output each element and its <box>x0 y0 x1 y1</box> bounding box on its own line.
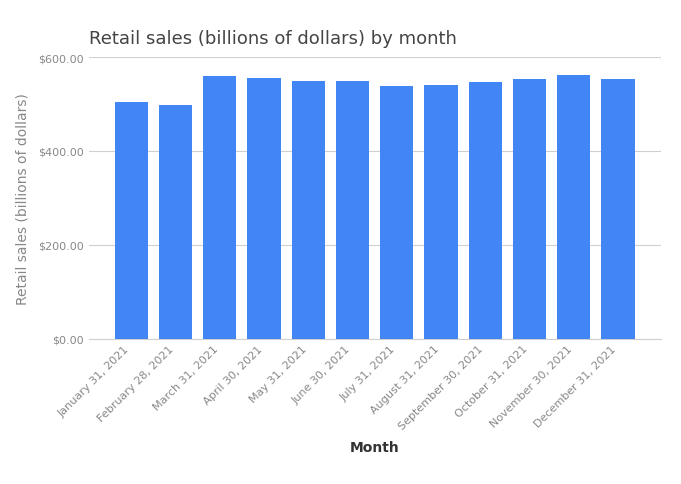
Bar <box>291 81 325 339</box>
Bar <box>469 83 502 339</box>
Bar <box>114 103 148 339</box>
Bar <box>424 86 458 339</box>
Bar <box>247 79 281 339</box>
Bar <box>336 82 369 339</box>
Bar <box>601 80 635 339</box>
Bar <box>513 80 546 339</box>
Bar <box>557 76 590 339</box>
X-axis label: Month: Month <box>349 440 400 454</box>
Bar <box>380 87 413 339</box>
Bar <box>203 77 236 339</box>
Bar <box>159 106 192 339</box>
Y-axis label: Retail sales (billions of dollars): Retail sales (billions of dollars) <box>16 93 29 304</box>
Text: Retail sales (billions of dollars) by month: Retail sales (billions of dollars) by mo… <box>89 30 456 48</box>
